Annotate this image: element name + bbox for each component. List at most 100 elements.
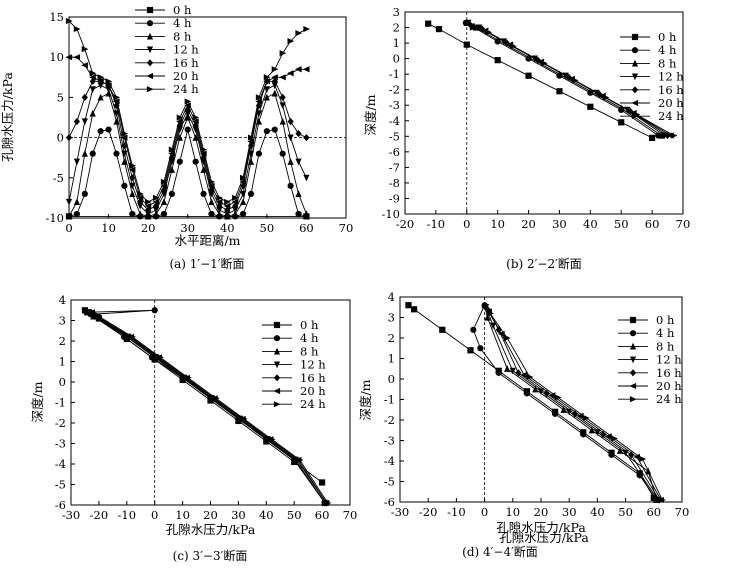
- y-tick-label: -3: [55, 437, 66, 451]
- data-point: [287, 38, 295, 45]
- data-point: [622, 449, 629, 457]
- data-point: [631, 86, 639, 94]
- data-point: [223, 202, 231, 210]
- series-0h: [405, 302, 657, 501]
- data-point: [208, 178, 216, 185]
- x-tick-label: 0: [481, 505, 488, 519]
- data-point: [113, 94, 121, 101]
- data-point: [631, 73, 639, 81]
- data-point: [303, 134, 310, 142]
- data-point: [571, 410, 578, 418]
- x-tick-label: 50: [287, 508, 302, 522]
- data-point: [608, 451, 615, 458]
- data-point: [566, 408, 573, 416]
- data-point: [146, 6, 154, 14]
- legend: 0 h4 h8 h12 h16 h20 h24 h: [262, 318, 326, 411]
- y-tick-label: 1: [59, 355, 66, 369]
- data-point: [168, 190, 175, 197]
- data-point: [425, 20, 432, 27]
- y-tick-label: 5: [57, 90, 64, 104]
- series-line: [488, 311, 662, 501]
- legend-label: 0 h: [656, 313, 675, 327]
- data-point: [556, 70, 563, 78]
- data-point: [560, 406, 567, 413]
- series-line: [408, 304, 655, 499]
- x-tick-label: 50: [260, 221, 275, 235]
- data-point: [137, 190, 144, 197]
- data-point: [176, 118, 183, 125]
- data-point: [208, 198, 215, 206]
- data-point: [405, 302, 412, 309]
- data-point: [295, 129, 302, 138]
- data-point: [489, 322, 497, 330]
- data-point: [273, 347, 281, 355]
- data-point: [287, 158, 294, 165]
- y-tick-label: -1: [384, 393, 395, 407]
- data-point: [629, 369, 637, 377]
- data-point: [571, 77, 579, 84]
- series-4h: [462, 19, 662, 139]
- y-tick-label: 4: [59, 293, 66, 307]
- y-tick-label: 2: [388, 331, 395, 345]
- data-point: [152, 194, 160, 201]
- data-point: [295, 158, 302, 166]
- data-point: [73, 158, 81, 166]
- data-point: [200, 190, 207, 197]
- data-point: [192, 114, 200, 121]
- legend: 0 h4 h8 h12 h16 h20 h24 h: [135, 3, 199, 96]
- y-tick-label: -6: [384, 495, 395, 509]
- data-point: [247, 190, 255, 197]
- x-tick-label: -20: [396, 217, 415, 231]
- y-tick-label: 0: [59, 375, 66, 389]
- legend-label: 24 h: [300, 397, 326, 411]
- x-tick-label: 0: [65, 221, 72, 235]
- series-line: [68, 129, 307, 217]
- legend-label: 12 h: [658, 70, 684, 84]
- data-point: [160, 182, 168, 189]
- plot-frame: [404, 11, 684, 215]
- y-tick-label: -4: [384, 454, 395, 468]
- series-0h: [81, 307, 326, 486]
- data-point: [411, 306, 418, 313]
- y-tick-label: -3: [389, 98, 400, 112]
- series-24h: [65, 17, 311, 206]
- legend-label: 24 h: [173, 82, 199, 96]
- x-tick-label: 30: [552, 217, 567, 231]
- data-point: [271, 66, 279, 73]
- data-point: [303, 210, 310, 218]
- data-point: [543, 389, 550, 397]
- data-point: [631, 99, 639, 107]
- y-tick-label: -7: [389, 160, 400, 174]
- data-point: [81, 46, 89, 53]
- data-point: [121, 130, 128, 137]
- data-point: [469, 24, 477, 31]
- data-point: [185, 374, 192, 381]
- data-point: [435, 25, 443, 33]
- series-8h: [481, 301, 660, 504]
- x-tick-label: 20: [521, 217, 536, 231]
- legend-label: 16 h: [173, 56, 199, 70]
- x-tick-label: -20: [90, 508, 109, 522]
- chart-panel-4: -30 -20 -10 0 10 20 30 40 50 60 70-6-5-4-3-2-10123…: [358, 290, 689, 559]
- data-point: [295, 210, 302, 218]
- y-tick-label: 1: [393, 36, 400, 50]
- data-point: [146, 59, 154, 67]
- data-point: [273, 401, 281, 408]
- data-point: [263, 74, 271, 81]
- data-point: [137, 210, 144, 218]
- data-point: [239, 178, 247, 185]
- y-tick-label: 2: [393, 21, 400, 35]
- y-tick-label: -5: [389, 129, 400, 143]
- x-tick-label: 20: [203, 508, 218, 522]
- data-point: [629, 396, 637, 403]
- chart-panel-3: -30 -20 -10 0 10 20 30 40 50 60 70-6-5-4-3-2-10123…: [30, 293, 357, 563]
- data-point: [495, 369, 502, 376]
- y-tick-label: -5: [384, 475, 395, 489]
- data-point: [73, 210, 81, 218]
- data-point: [240, 190, 247, 198]
- x-tick-label: 30: [562, 505, 577, 519]
- data-point: [97, 128, 104, 135]
- data-point: [287, 70, 294, 77]
- data-point: [532, 385, 539, 393]
- y-tick-label: 2: [59, 334, 66, 348]
